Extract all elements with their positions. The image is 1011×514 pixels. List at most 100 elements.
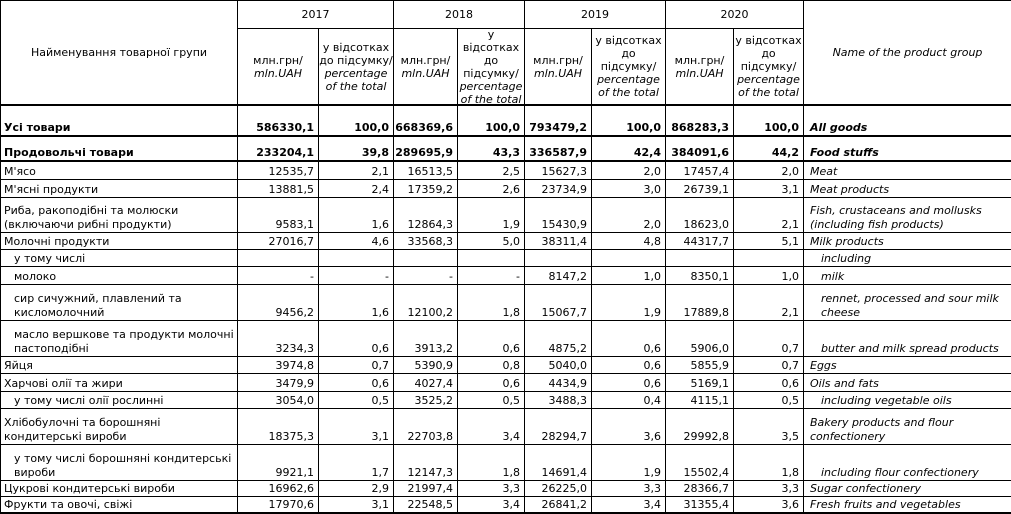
cell-product-name-ua: у тому числі олії рослинні: [1, 391, 238, 408]
cell-value: 0,8: [458, 356, 525, 373]
cell-value: 1,0: [734, 266, 804, 284]
cell-value: 1,9: [592, 284, 666, 320]
cell-value: 29992,8: [666, 408, 734, 444]
cell-value: 0,4: [592, 391, 666, 408]
cell-value: 43,3: [458, 136, 525, 161]
pct-label-en: percentage of the total: [734, 73, 803, 99]
unit-header-mln-label: млн.грн/mln.UAH: [394, 30, 457, 104]
cell-value: 3,4: [458, 496, 525, 513]
cell-value: 2,4: [319, 179, 394, 197]
cell-value: 0,7: [319, 356, 394, 373]
cell-value: 44,2: [734, 136, 804, 161]
cell-value: 668369,6: [394, 105, 458, 136]
cell-value: -: [319, 266, 394, 284]
cell-value: 14691,4: [525, 444, 592, 480]
cell-value: 12535,7: [238, 161, 319, 179]
cell-value: -: [458, 266, 525, 284]
cell-value: 0,6: [458, 320, 525, 356]
cell-value: 12100,2: [394, 284, 458, 320]
cell-value: 2,5: [458, 161, 525, 179]
cell-value: 4115,1: [666, 391, 734, 408]
unit-header-pct-2017: у відсотках до підсумку/percentage of th…: [319, 29, 394, 106]
cell-value: 2,6: [458, 179, 525, 197]
cell-value: 3,1: [319, 408, 394, 444]
cell-product-name-en: Meat: [804, 161, 1011, 179]
cell-value: 1,0: [592, 266, 666, 284]
pct-label-ua: у відсотках до підсумку/: [319, 41, 393, 67]
cell-value: 100,0: [592, 105, 666, 136]
table-row: сир сичужний, плавлений та кисломолочний…: [1, 284, 1011, 320]
cell-value: 17889,8: [666, 284, 734, 320]
col-header-product-name-ua: Найменування товарної групи: [1, 1, 238, 106]
cell-product-name-en: including vegetable oils: [804, 391, 1011, 408]
cell-value: 5040,0: [525, 356, 592, 373]
cell-product-name-en: Eggs: [804, 356, 1011, 373]
cell-value: 2,1: [734, 197, 804, 232]
cell-value: 2,0: [592, 197, 666, 232]
cell-product-name-en: Fresh fruits and vegetables: [804, 496, 1011, 513]
cell-value: 2,0: [592, 161, 666, 179]
cell-product-name-ua: Цукрові кондитерські вироби: [1, 480, 238, 496]
cell-value: 3,6: [592, 408, 666, 444]
cell-value: 289695,9: [394, 136, 458, 161]
unit-header-pct-2018: у відсотках до підсумку/percentage of th…: [458, 29, 525, 106]
cell-value: 3,4: [592, 496, 666, 513]
cell-value: 1,8: [458, 284, 525, 320]
cell-value: 3054,0: [238, 391, 319, 408]
cell-product-name-en: including flour confectionery: [804, 444, 1011, 480]
cell-value: 0,6: [592, 373, 666, 391]
cell-value: 4,8: [592, 232, 666, 249]
cell-value: 3,0: [592, 179, 666, 197]
cell-value: 17970,6: [238, 496, 319, 513]
year-header-2017: 2017: [238, 1, 394, 29]
cell-value: 336587,9: [525, 136, 592, 161]
unit-header-pct-2019: у відсотках до підсумку/percentage of th…: [592, 29, 666, 106]
cell-value: 0,6: [592, 320, 666, 356]
cell-value: 28294,7: [525, 408, 592, 444]
cell-value: -: [394, 266, 458, 284]
cell-value: 1,9: [458, 197, 525, 232]
cell-value: 0,6: [734, 373, 804, 391]
cell-value: 0,6: [458, 373, 525, 391]
cell-value: 39,8: [319, 136, 394, 161]
cell-value: 3,3: [458, 480, 525, 496]
cell-value: [319, 249, 394, 266]
cell-value: 0,6: [319, 373, 394, 391]
cell-value: 868283,3: [666, 105, 734, 136]
cell-value: 15067,7: [525, 284, 592, 320]
cell-value: -: [238, 266, 319, 284]
cell-value: 17359,2: [394, 179, 458, 197]
cell-value: 38311,4: [525, 232, 592, 249]
cell-value: 0,5: [319, 391, 394, 408]
cell-value: 5169,1: [666, 373, 734, 391]
cell-value: 384091,6: [666, 136, 734, 161]
cell-product-name-ua: Молочні продукти: [1, 232, 238, 249]
cell-value: 18375,3: [238, 408, 319, 444]
cell-value: 4434,9: [525, 373, 592, 391]
cell-value: 0,5: [458, 391, 525, 408]
cell-value: 15430,9: [525, 197, 592, 232]
table-row: Риба, ракоподібні та молюски (включаючи …: [1, 197, 1011, 232]
cell-product-name-ua: М'ясні продукти: [1, 179, 238, 197]
cell-value: 8147,2: [525, 266, 592, 284]
cell-value: 5,0: [458, 232, 525, 249]
cell-value: 2,0: [734, 161, 804, 179]
cell-product-name-ua: Риба, ракоподібні та молюски (включаючи …: [1, 197, 238, 232]
cell-value: 1,6: [319, 284, 394, 320]
cell-value: 3479,9: [238, 373, 319, 391]
unit-header-mln-label: млн.грн/mln.UAH: [525, 30, 591, 104]
cell-value: 3913,2: [394, 320, 458, 356]
cell-product-name-en: including: [804, 249, 1011, 266]
cell-product-name-en: Bakery products and flour confectionery: [804, 408, 1011, 444]
unit-label-en: mln.UAH: [525, 67, 591, 80]
unit-label-ua: млн.грн/: [666, 54, 733, 67]
cell-value: 3,3: [734, 480, 804, 496]
